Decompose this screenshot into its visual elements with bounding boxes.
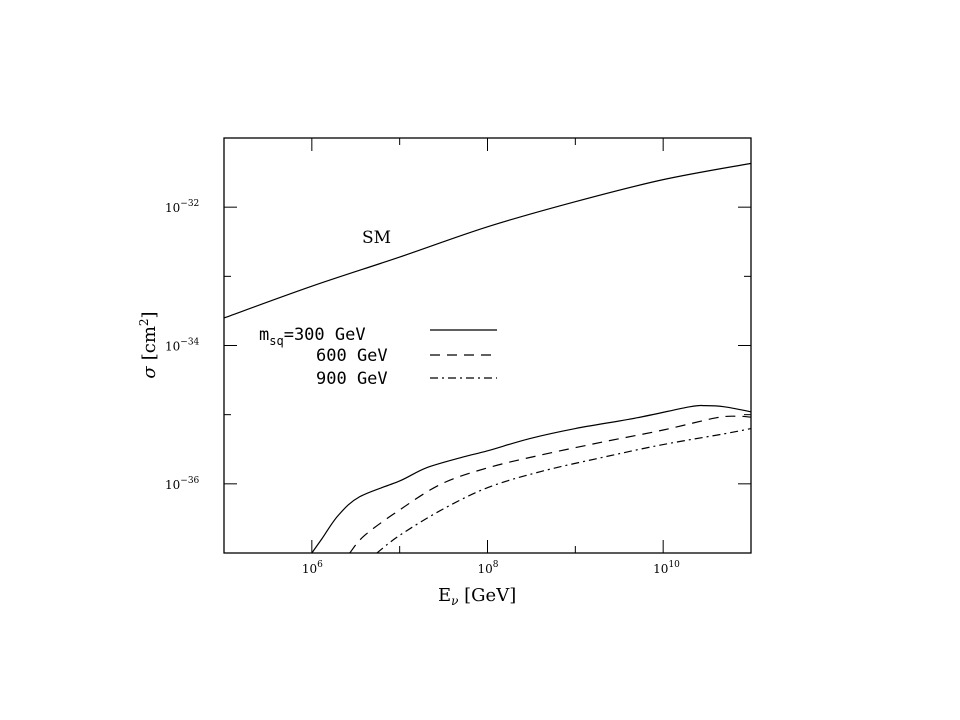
msq-300-curve [311, 404, 752, 554]
y-tick-label-exp: −32 [180, 199, 199, 209]
x-tick-label: 108 [478, 560, 499, 576]
legend: msq=300 GeV 600 GeV 900 GeV [259, 325, 497, 389]
x-tick-label-base: 10 [302, 562, 317, 576]
y-tick-label-exp: −34 [180, 338, 199, 348]
plot-frame [223, 137, 752, 554]
msq-900-curve [376, 427, 752, 554]
x-axis-label-base: E [438, 585, 451, 606]
legend-entry-300: msq=300 GeV [259, 325, 366, 348]
y-axis-label-close: ] [139, 311, 160, 318]
x-tick-label: 1010 [653, 560, 680, 576]
y-tick-label: 10−32 [165, 199, 199, 215]
y-tick-label-base: 10 [165, 340, 180, 354]
axis-ticks [223, 137, 752, 554]
legend-subscript: sq [269, 334, 283, 348]
x-axis-label-sub: ν [451, 594, 458, 608]
msq-600-curve [349, 415, 752, 554]
x-tick-label-base: 10 [653, 562, 668, 576]
y-tick-label: 10−34 [165, 338, 200, 354]
x-tick-label-exp: 8 [493, 560, 499, 570]
y-tick-label-exp: −36 [180, 476, 199, 486]
x-axis-label: Eν [GeV] [438, 585, 516, 608]
legend-prefix: m [259, 325, 269, 345]
y-tick-label-base: 10 [165, 478, 180, 492]
x-tick-label-base: 10 [478, 562, 493, 576]
y-axis-label: σ [cm2] [137, 311, 160, 378]
x-tick-label: 106 [302, 560, 323, 576]
y-tick-label-base: 10 [165, 201, 180, 215]
x-tick-label-exp: 10 [668, 560, 680, 570]
series-layer [223, 162, 752, 554]
y-axis-label-unit: [cm [139, 326, 160, 360]
x-axis-label-unit: [GeV] [458, 585, 516, 606]
sm-annotation: SM [362, 228, 391, 248]
legend-entry-600: 600 GeV [316, 346, 388, 366]
legend-entry-900: 900 GeV [316, 369, 388, 389]
x-tick-label-exp: 6 [317, 560, 323, 570]
y-axis-label-symbol: σ [139, 366, 160, 379]
legend-label-300: =300 GeV [284, 325, 366, 345]
sm-curve [223, 162, 752, 319]
y-tick-label: 10−36 [165, 476, 200, 492]
y-axis-label-exp: 2 [137, 318, 151, 326]
